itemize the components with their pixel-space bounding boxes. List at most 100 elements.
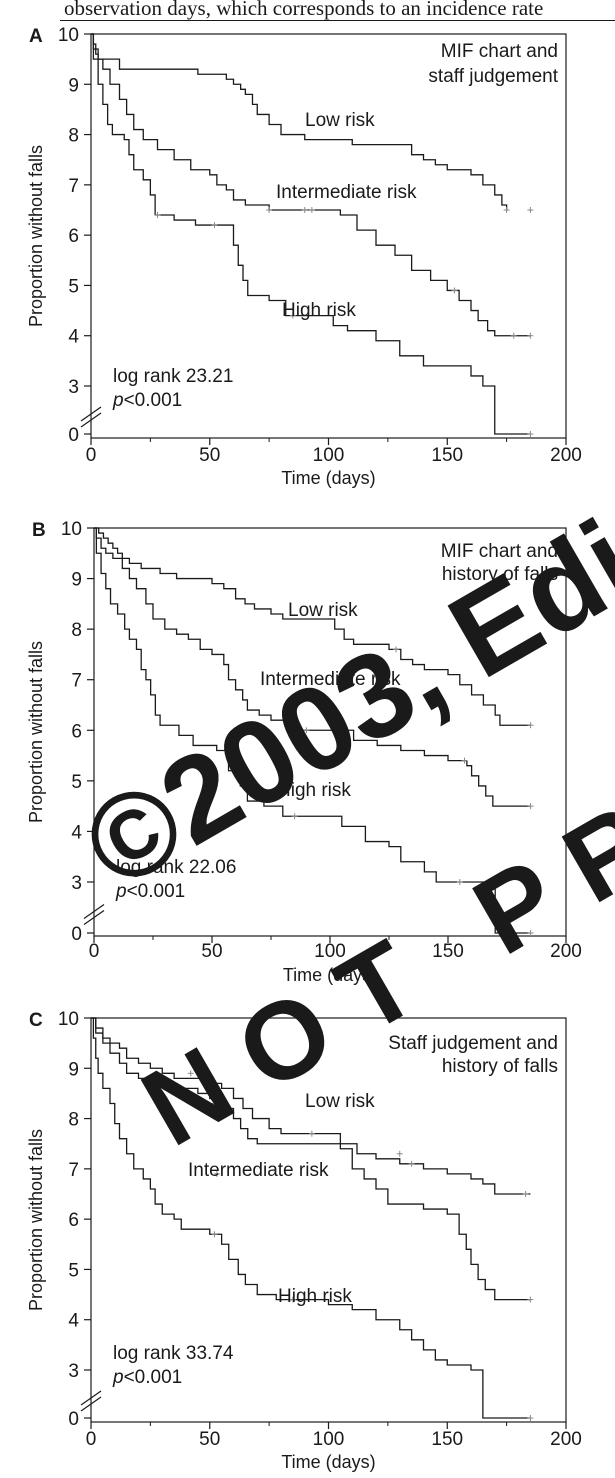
y-tick-label: 5 [68,1260,79,1281]
y-axis-label: Proportion without falls [26,1129,46,1311]
y-tick-label: 0 [71,924,82,945]
header-rule [60,20,615,21]
x-tick-label: 50 [199,445,220,466]
y-tick-label: 8 [68,126,79,147]
running-text: observation days, which corresponds to a… [64,0,544,20]
series-label: Intermediate risk [276,182,417,203]
panel-annotation: MIF chart and [441,541,558,562]
y-tick-label: 7 [68,1160,79,1181]
y-tick-label: 10 [58,1010,79,1030]
panel-annotation: MIF chart and [441,41,558,62]
p-value: p<0.001 [115,881,185,902]
series-label: Low risk [305,1091,375,1112]
p-value: p<0.001 [112,390,182,411]
km-curve-intermediate-risk [91,1017,531,1301]
panel-annotation: history of falls [442,1056,558,1077]
p-symbol: p [115,881,127,902]
log-rank-stat: log rank 22.06 [116,857,236,878]
series-label: Low risk [288,600,358,621]
panel-label: B [32,520,46,541]
panel-annotation: staff judgement [428,66,558,87]
km-curve-high-risk [91,33,531,435]
log-rank-stat: log rank 33.74 [113,1343,234,1364]
y-tick-label: 3 [68,1361,79,1382]
x-tick-label: 150 [432,941,464,962]
y-tick-label: 8 [68,1110,79,1131]
y-tick-label: 3 [71,873,82,894]
figure-panel-a: A 0 3 4 5 6 7 8 9 10 0 50 100 150 200 Time (days) Propor… [0,26,615,494]
series-label: High risk [277,780,351,801]
panel-label: C [29,1010,43,1031]
y-tick-label: 7 [71,671,82,692]
x-tick-label: 100 [313,445,345,466]
axis-break-mark [80,1396,102,1412]
y-tick-label: 7 [68,176,79,197]
x-tick-label: 0 [89,941,100,962]
x-axis-label: Time (days) [281,1452,375,1472]
km-curve-low-risk [94,527,531,726]
x-tick-label: 200 [550,941,582,962]
y-tick-label: 4 [68,1311,79,1332]
figure-panel-c: C 0 3 4 5 6 7 8 9 10 0 50 100 150 200 Time (days) Propor… [0,1010,615,1478]
x-tick-label: 200 [550,1429,582,1450]
x-tick-label: 150 [431,1429,463,1450]
y-tick-label: 6 [71,721,82,742]
axis-break-mark [80,412,102,428]
series-label: Intermediate risk [188,1160,329,1181]
y-tick-label: 5 [71,772,82,793]
y-tick-label: 6 [68,1210,79,1231]
x-tick-label: 100 [314,941,346,962]
log-rank-stat: log rank 23.21 [113,366,233,387]
axis-break-mark [83,910,105,925]
y-axis-label: Proportion without falls [26,641,46,823]
x-axis-label: Time (days) [281,468,375,488]
y-tick-label: 8 [71,620,82,641]
series-label: Low risk [305,110,375,131]
km-curve-intermediate-risk [94,527,531,807]
axis-break-mark [80,1390,102,1406]
y-tick-label: 3 [68,377,79,398]
series-label: Intermediate risk [260,669,401,690]
axis-break-mark [80,406,102,422]
y-tick-label: 9 [68,75,79,96]
x-tick-label: 50 [201,941,222,962]
series-label: High risk [282,300,356,321]
y-tick-label: 5 [68,276,79,297]
km-curve-high-risk [91,1017,531,1419]
p-threshold: <0.001 [124,390,183,411]
y-tick-label: 9 [68,1059,79,1080]
p-symbol: p [112,390,124,411]
x-tick-label: 0 [86,1429,97,1450]
km-curve-high-risk [94,527,531,934]
y-tick-label: 0 [68,425,79,446]
p-symbol: p [112,1367,124,1388]
km-curve-low-risk [91,1017,531,1195]
panel-annotation: Staff judgement and [388,1033,558,1054]
x-axis-label: Time (days) [283,965,377,985]
x-tick-label: 50 [199,1429,220,1450]
y-tick-label: 10 [61,520,82,540]
x-tick-label: 150 [431,445,463,466]
series-label: High risk [278,1286,352,1307]
x-tick-label: 100 [313,1429,345,1450]
x-tick-label: 200 [550,445,582,466]
km-curve-low-risk [91,33,508,210]
y-tick-label: 4 [71,822,82,843]
y-tick-label: 6 [68,226,79,247]
p-value: p<0.001 [112,1367,182,1388]
y-tick-label: 10 [58,26,79,46]
y-tick-label: 9 [71,570,82,591]
figure-panel-b: B 0 3 4 5 6 7 8 9 10 0 50 100 150 200 Time (days) Propor… [0,520,615,990]
y-axis-label: Proportion without falls [26,145,46,327]
y-tick-label: 0 [68,1409,79,1430]
panel-label: A [29,26,43,47]
p-threshold: <0.001 [127,881,186,902]
km-curve-intermediate-risk [91,33,531,337]
p-threshold: <0.001 [124,1367,183,1388]
y-tick-label: 4 [68,327,79,348]
axis-break-mark [83,904,105,919]
panel-annotation: history of falls [442,564,558,585]
